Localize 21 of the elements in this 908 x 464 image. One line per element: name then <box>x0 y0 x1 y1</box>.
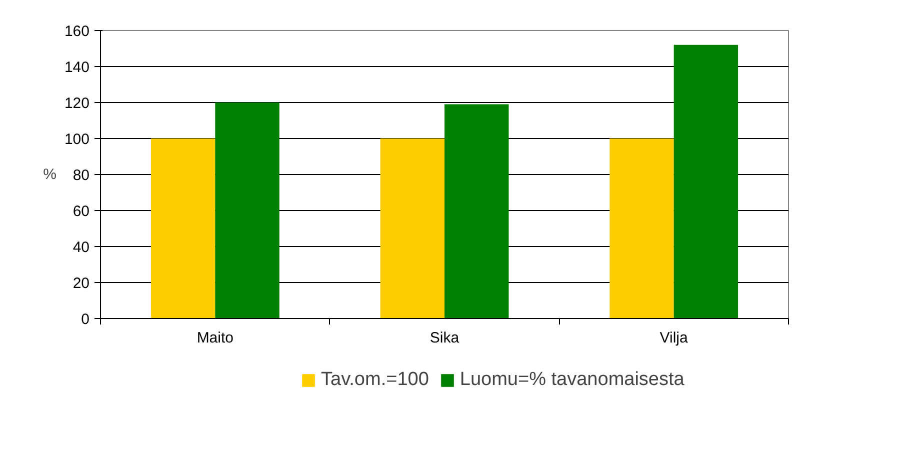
y-tick-label: 40 <box>72 239 90 256</box>
y-tick-label: 80 <box>72 167 90 184</box>
x-tick-label: Maito <box>196 330 234 346</box>
y-tick-label: 120 <box>64 95 90 112</box>
bar <box>150 138 216 318</box>
y-axis-title: % <box>43 166 56 183</box>
x-tick-label: Vilja <box>660 330 689 346</box>
bar <box>444 104 509 318</box>
legend-label: Tav.om.=100 <box>321 369 429 391</box>
legend-label: Luomu=% tavanomaisesta <box>460 369 684 391</box>
y-tick-label: 140 <box>64 59 90 76</box>
bar <box>215 102 280 318</box>
y-tick-label: 100 <box>64 131 90 148</box>
bar <box>380 138 444 318</box>
y-tick-label: 0 <box>81 311 90 328</box>
y-tick-label: 60 <box>72 203 90 220</box>
y-tick-label: 160 <box>64 23 90 40</box>
bar <box>674 44 738 318</box>
x-tick-label: Sika <box>430 330 460 346</box>
y-tick-label: 20 <box>72 275 90 292</box>
bar <box>610 138 674 318</box>
